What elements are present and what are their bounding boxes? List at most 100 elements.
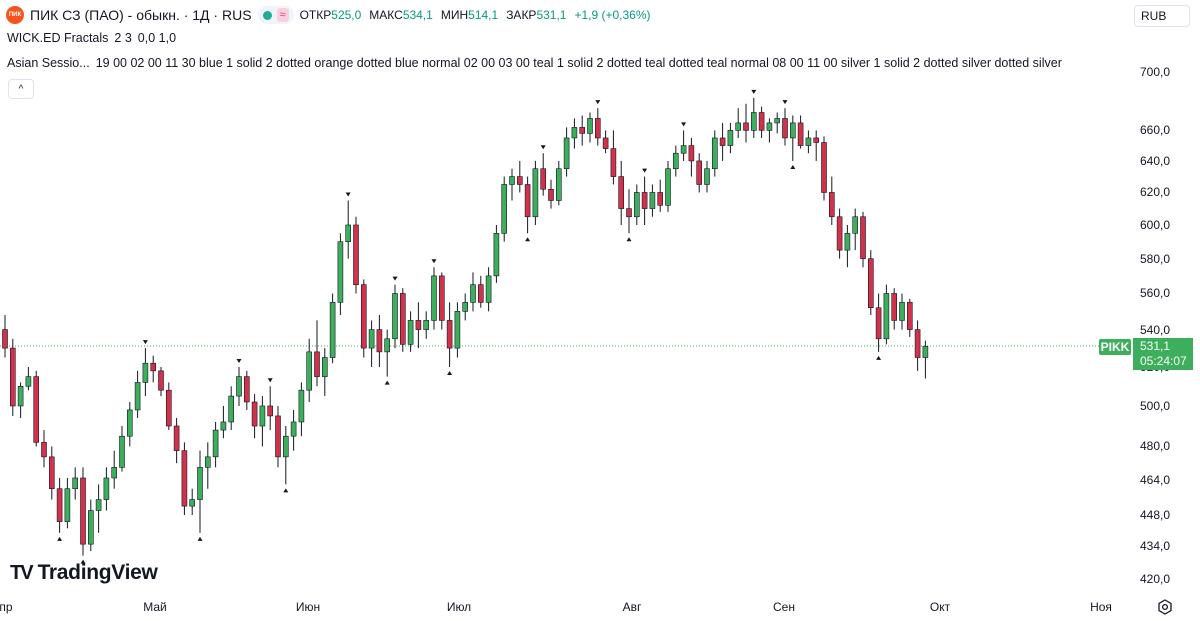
candle-up bbox=[665, 168, 671, 206]
fractal-up-marker bbox=[876, 355, 882, 360]
candle-down bbox=[181, 450, 188, 507]
candle-up bbox=[282, 435, 289, 458]
price-tick-label: 560,0 bbox=[1140, 286, 1171, 301]
indicator-params: 2 3 bbox=[114, 31, 132, 45]
candle-up bbox=[220, 421, 227, 431]
candle-up bbox=[119, 435, 125, 468]
candle-up bbox=[64, 488, 71, 522]
candle-down bbox=[2, 329, 8, 349]
candle-down bbox=[251, 401, 258, 427]
price-tick-label: 434,0 bbox=[1140, 539, 1171, 554]
fractal-down-marker bbox=[236, 359, 242, 364]
indicator-name: WICK.ED Fractals bbox=[7, 31, 109, 45]
fractal-down-marker bbox=[392, 276, 398, 281]
symbol-title[interactable]: ПИК СЗ (ПАО) - обыкн. · 1Д · RUS bbox=[30, 7, 252, 23]
candle-down bbox=[56, 488, 63, 522]
candle-down bbox=[657, 192, 664, 206]
ohlc-values: ОТКР525,0 МАКС534,1 МИН514,1 ЗАКР531,1 +… bbox=[300, 8, 651, 22]
candle-down bbox=[516, 176, 523, 185]
candle-up bbox=[236, 376, 242, 397]
time-tick-label: Ноя bbox=[1090, 600, 1112, 614]
candle-down bbox=[158, 370, 164, 391]
candle-down bbox=[836, 216, 843, 251]
fractal-up-marker bbox=[525, 237, 531, 242]
candle-up bbox=[72, 477, 78, 490]
candle-up bbox=[189, 499, 195, 507]
fractal-up-marker bbox=[197, 536, 203, 541]
last-price-value: 531,1 bbox=[1140, 339, 1171, 353]
ohlc-low: МИН514,1 bbox=[440, 8, 499, 22]
candle-down bbox=[821, 142, 827, 193]
candle-down bbox=[446, 320, 453, 349]
candle-up bbox=[922, 345, 929, 358]
candles bbox=[2, 97, 929, 556]
candle-up bbox=[423, 320, 430, 330]
candle-down bbox=[618, 176, 625, 209]
candle-down bbox=[610, 148, 617, 177]
price-tick-label: 540,0 bbox=[1140, 322, 1171, 337]
candle-up bbox=[462, 302, 469, 312]
candle-up bbox=[750, 112, 757, 131]
settings-icon[interactable] bbox=[1157, 599, 1173, 615]
candle-up bbox=[103, 477, 110, 500]
fractal-down-marker bbox=[540, 145, 546, 150]
candle-up bbox=[259, 405, 266, 427]
candle-down bbox=[875, 307, 882, 340]
candle-down bbox=[415, 320, 422, 330]
candle-down bbox=[80, 477, 86, 545]
status-badges[interactable]: ≈ bbox=[257, 6, 294, 24]
candle-up bbox=[290, 421, 297, 437]
fractal-down-marker bbox=[431, 259, 437, 264]
candle-up bbox=[766, 122, 773, 131]
price-tick-label: 500,0 bbox=[1140, 398, 1171, 413]
candle-up bbox=[345, 224, 352, 242]
tradingview-logo[interactable]: TV TradingView bbox=[10, 561, 158, 585]
candle-down bbox=[626, 208, 632, 218]
candle-up bbox=[899, 302, 905, 321]
last-price-label: 531,1 05:24:07 bbox=[1133, 338, 1193, 370]
candle-down bbox=[867, 258, 874, 309]
price-tick-label: 480,0 bbox=[1140, 439, 1171, 454]
candle-down bbox=[524, 184, 531, 218]
candle-down bbox=[477, 284, 484, 303]
fractal-down-marker bbox=[751, 89, 757, 94]
symbol-price-tag: PIKK bbox=[1099, 339, 1131, 355]
candle-up bbox=[142, 362, 149, 383]
candle-down bbox=[166, 389, 172, 427]
indicator-fractals[interactable]: WICK.ED Fractals 2 3 0,0 1,0 bbox=[7, 31, 182, 45]
candle-down bbox=[540, 168, 547, 190]
candle-up bbox=[587, 118, 593, 134]
candle-up bbox=[493, 233, 500, 277]
fractal-up-marker bbox=[384, 380, 390, 385]
price-tick-label: 620,0 bbox=[1140, 185, 1171, 200]
candle-up bbox=[337, 241, 344, 303]
time-tick-label: Авг bbox=[622, 600, 642, 614]
price-tick-label: 660,0 bbox=[1140, 123, 1171, 138]
ohlc-change: +1,9 (+0,36%) bbox=[574, 8, 651, 22]
candle-up bbox=[735, 122, 742, 131]
candle-up bbox=[298, 389, 305, 423]
candle-up bbox=[672, 152, 679, 170]
candle-down bbox=[860, 216, 866, 259]
symbol-logo[interactable]: ПИК bbox=[6, 6, 24, 24]
indicator-name: Asian Sessio... bbox=[7, 56, 90, 70]
currency-button[interactable]: RUB bbox=[1134, 5, 1190, 27]
indicator-sessions[interactable]: Asian Sessio... 19 00 02 00 11 30 blue 1 … bbox=[7, 56, 1127, 70]
candle-down bbox=[579, 127, 586, 134]
collapse-indicators-button[interactable]: ^ bbox=[8, 79, 34, 99]
fractal-down-marker bbox=[267, 378, 273, 383]
candle-up bbox=[197, 467, 203, 500]
candle-down bbox=[743, 122, 749, 131]
candle-down bbox=[314, 351, 320, 377]
candle-up bbox=[431, 275, 437, 321]
candle-up bbox=[454, 311, 461, 349]
candle-down bbox=[33, 376, 40, 443]
candle-down bbox=[914, 329, 921, 358]
candle-down bbox=[353, 224, 359, 285]
time-tick-label: Июл bbox=[446, 600, 472, 614]
candle-down bbox=[719, 137, 726, 146]
candle-down bbox=[641, 192, 648, 209]
time-tick-label: Июн bbox=[295, 600, 321, 614]
candle-down bbox=[41, 442, 47, 458]
